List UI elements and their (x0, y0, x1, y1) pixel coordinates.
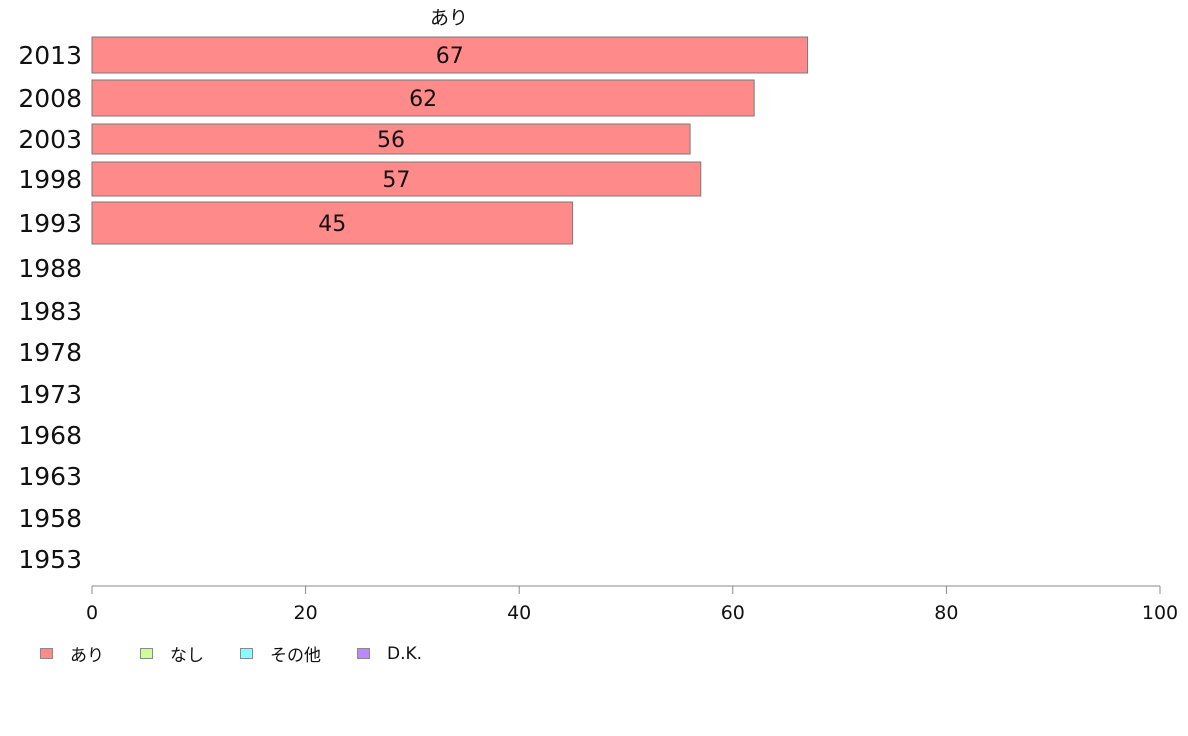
y-tick-label: 1993 (18, 209, 82, 238)
legend-item-dk: D.K. (357, 644, 422, 664)
bar (91, 161, 702, 197)
x-tick-label: 40 (507, 602, 531, 624)
y-tick-label: 1953 (18, 545, 82, 574)
legend-item-nashi: なし (140, 641, 204, 666)
bar (91, 79, 755, 117)
y-tick-label: 1998 (18, 165, 82, 194)
x-tick-label: 60 (721, 602, 745, 624)
bar (91, 123, 691, 155)
chart-title: あり (430, 7, 468, 29)
x-tick-label: 0 (86, 602, 98, 624)
legend-swatch-dk (357, 648, 370, 659)
legend: あり なし その他 D.K. (40, 641, 458, 666)
data-label: 67 (436, 44, 464, 69)
legend-item-sonota: その他 (240, 641, 321, 666)
y-tick-label: 1983 (18, 297, 82, 326)
data-label: 56 (377, 128, 405, 153)
data-label: 45 (318, 212, 346, 237)
bar (91, 201, 574, 245)
legend-label-nashi: なし (170, 646, 204, 666)
x-tick-label: 100 (1142, 602, 1178, 624)
data-label: 62 (409, 87, 437, 112)
legend-label-sonota: その他 (270, 646, 321, 666)
x-tick-label: 80 (934, 602, 958, 624)
y-tick-label: 2013 (18, 41, 82, 70)
y-tick-label: 1973 (18, 380, 82, 409)
legend-label-dk: D.K. (387, 643, 423, 664)
x-tick-label: 20 (294, 602, 318, 624)
y-tick-label: 2008 (18, 84, 82, 113)
legend-swatch-sonota (240, 648, 253, 659)
y-tick-label: 1958 (18, 504, 82, 533)
legend-swatch-nashi (140, 648, 153, 659)
y-tick-label: 1968 (18, 421, 82, 450)
y-tick-label: 1978 (18, 338, 82, 367)
y-tick-label: 1963 (18, 462, 82, 491)
data-label: 57 (382, 168, 410, 193)
legend-swatch-ari (40, 648, 53, 659)
y-tick-label: 2003 (18, 125, 82, 154)
bar (91, 36, 809, 74)
legend-label-ari: あり (70, 646, 104, 666)
y-tick-label: 1988 (18, 254, 82, 283)
legend-item-ari: あり (40, 641, 104, 666)
